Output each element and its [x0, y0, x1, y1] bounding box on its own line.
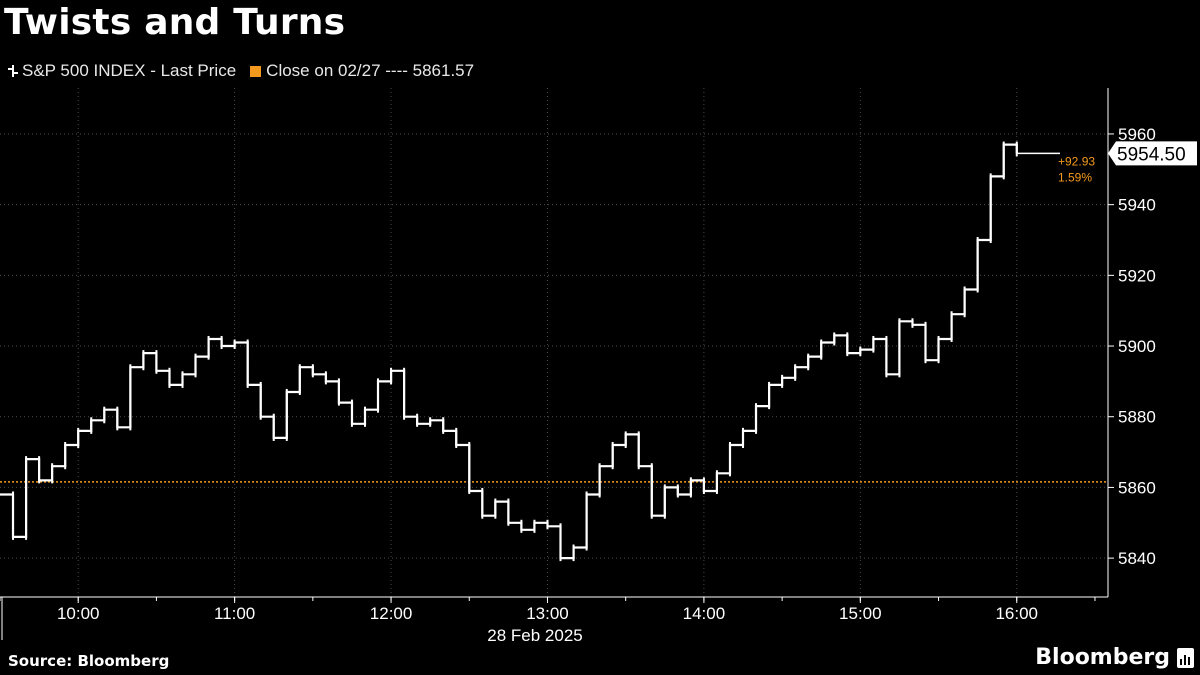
y-tick-label: 5920 — [1118, 266, 1156, 285]
change-points-label: +92.93 — [1058, 154, 1095, 168]
legend: S&P 500 INDEX - Last Price Close on 02/2… — [8, 60, 488, 82]
x-tick-label: 11:00 — [214, 604, 255, 623]
bloomberg-logo: Bloomberg — [1035, 645, 1170, 670]
y-tick-label: 5940 — [1118, 196, 1156, 215]
x-tick-label: 16:00 — [995, 604, 1038, 623]
source-note: Source: Bloomberg — [8, 652, 170, 670]
x-tick-label: 10:00 — [57, 604, 100, 623]
x-tick-label: 12:00 — [370, 604, 413, 623]
last-price-label: 5954.50 — [1117, 144, 1186, 165]
legend-series-label: S&P 500 INDEX - Last Price — [22, 61, 237, 80]
grid-lines — [0, 88, 1108, 597]
y-tick-label: 5860 — [1118, 478, 1156, 497]
x-axis-date-label: 28 Feb 2025 — [487, 626, 582, 645]
bloomberg-chart-icon — [1177, 648, 1194, 668]
last-price-callout-box — [1108, 141, 1197, 166]
ohlc-bar-icon — [8, 64, 18, 78]
value-labels: 5954.50 +92.93 1.59% — [1058, 141, 1197, 184]
y-tick-label: 5960 — [1118, 125, 1156, 144]
legend-reference-label: Close on 02/27 ---- 5861.57 — [266, 61, 475, 80]
chart-title: Twists and Turns — [4, 2, 346, 43]
y-tick-label: 5880 — [1118, 408, 1156, 427]
axes: 5840 5860 5880 5900 5920 5940 5960 10:00 11:00 12… — [0, 88, 1156, 645]
y-tick-label: 5900 — [1118, 337, 1156, 356]
legend-item-series: S&P 500 INDEX - Last Price — [8, 61, 236, 81]
x-tick-label: 14:00 — [683, 604, 726, 623]
change-percent-label: 1.59% — [1058, 170, 1092, 184]
y-tick-label: 5840 — [1118, 549, 1156, 568]
x-tick-label: 13:00 — [526, 604, 569, 623]
price-series — [0, 141, 1060, 562]
legend-item-reference: Close on 02/27 ---- 5861.57 — [250, 61, 474, 81]
x-tick-label: 15:00 — [839, 604, 882, 623]
series-line — [0, 143, 1018, 560]
reference-swatch-icon — [250, 65, 262, 77]
